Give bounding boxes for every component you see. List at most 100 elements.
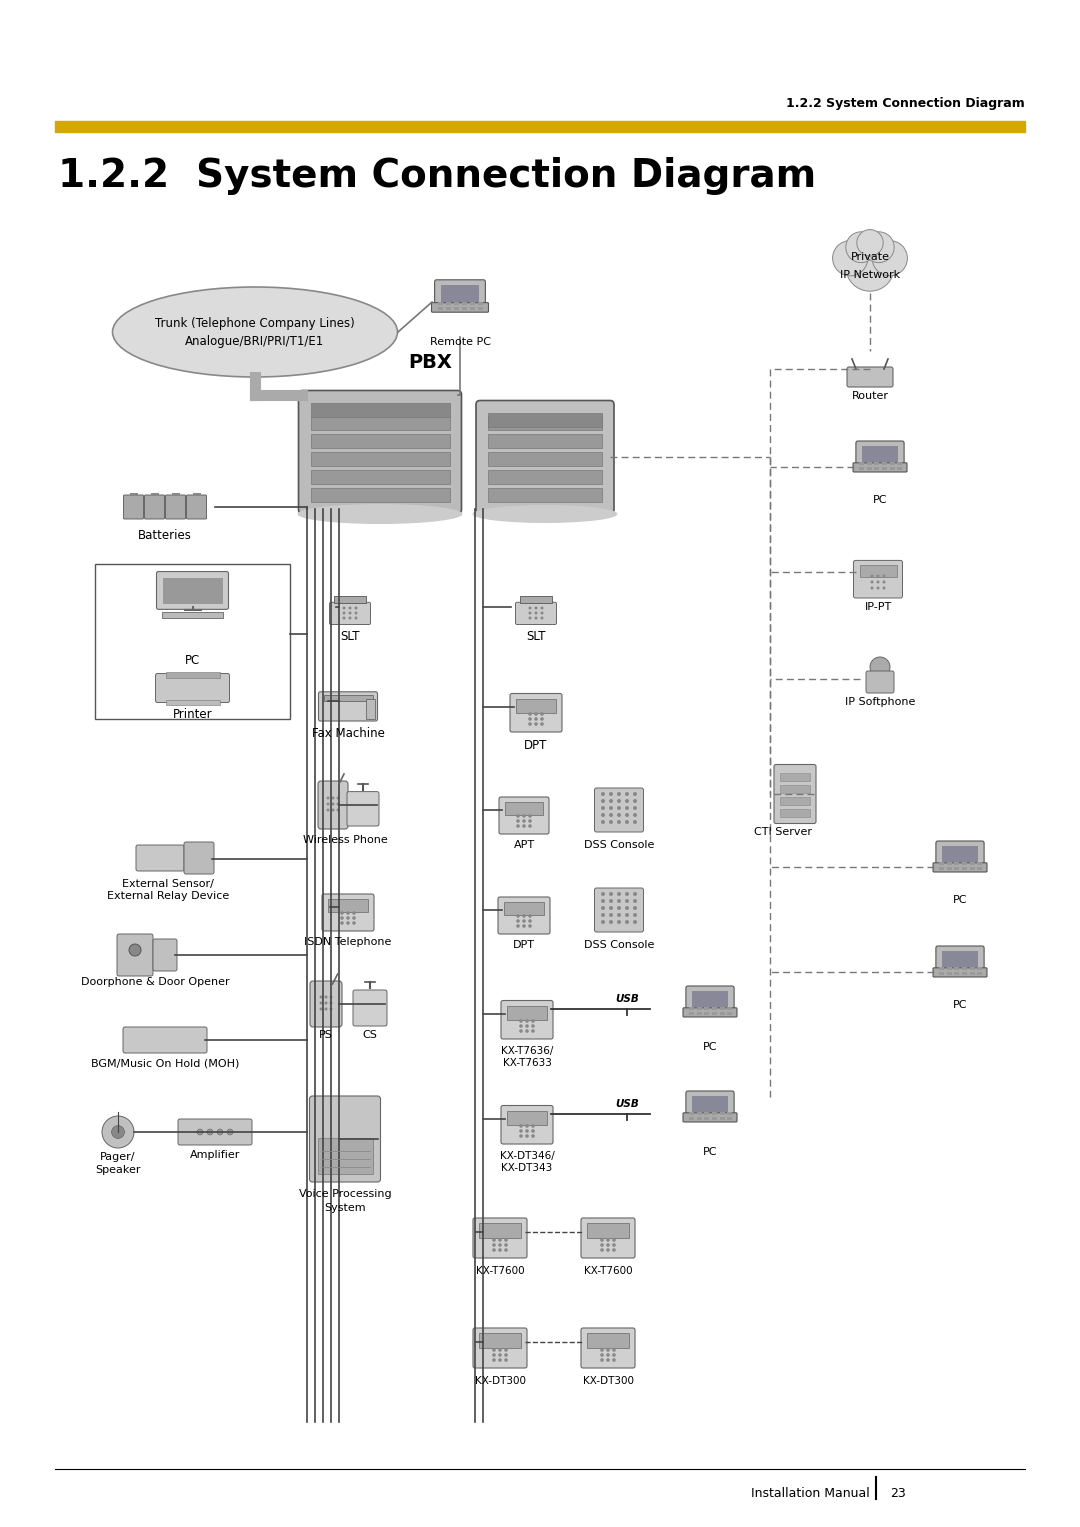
Bar — [334, 596, 366, 603]
Circle shape — [540, 617, 543, 620]
Circle shape — [609, 812, 613, 817]
Circle shape — [535, 617, 538, 620]
Bar — [970, 973, 974, 976]
Circle shape — [498, 1238, 502, 1241]
Circle shape — [326, 803, 329, 806]
Circle shape — [625, 793, 629, 796]
Circle shape — [523, 814, 526, 818]
Circle shape — [617, 799, 621, 803]
Text: System: System — [324, 1203, 366, 1212]
Bar — [311, 403, 449, 417]
Bar — [162, 611, 224, 618]
Circle shape — [617, 812, 621, 817]
Text: Batteries: Batteries — [138, 528, 192, 542]
Text: Voice Processing: Voice Processing — [299, 1190, 391, 1199]
Circle shape — [324, 1008, 327, 1011]
Bar — [689, 1012, 694, 1015]
Text: Doorphone & Door Opener: Doorphone & Door Opener — [81, 977, 229, 986]
FancyBboxPatch shape — [594, 788, 644, 832]
Circle shape — [606, 1353, 610, 1358]
Circle shape — [528, 915, 531, 918]
Circle shape — [320, 996, 323, 999]
Circle shape — [329, 996, 333, 999]
Circle shape — [870, 586, 874, 589]
Circle shape — [523, 915, 526, 918]
FancyBboxPatch shape — [157, 571, 229, 609]
Bar — [172, 493, 179, 496]
Circle shape — [337, 803, 339, 806]
Circle shape — [609, 913, 613, 918]
Circle shape — [540, 611, 543, 614]
Circle shape — [504, 1353, 508, 1358]
Circle shape — [492, 1243, 496, 1248]
Circle shape — [877, 586, 879, 589]
FancyBboxPatch shape — [501, 1106, 553, 1144]
Text: Router: Router — [851, 391, 889, 402]
Circle shape — [523, 818, 526, 823]
Circle shape — [516, 915, 519, 918]
Circle shape — [609, 799, 613, 803]
Bar — [689, 1112, 694, 1115]
Circle shape — [516, 825, 519, 828]
Bar — [311, 487, 449, 501]
FancyBboxPatch shape — [476, 400, 615, 513]
Circle shape — [606, 1358, 610, 1362]
Circle shape — [633, 906, 637, 910]
Circle shape — [600, 1243, 604, 1248]
Circle shape — [531, 1019, 535, 1023]
Circle shape — [531, 1025, 535, 1028]
Bar — [697, 1112, 702, 1115]
Circle shape — [519, 1019, 523, 1023]
FancyBboxPatch shape — [298, 391, 461, 513]
Bar — [437, 307, 443, 310]
Circle shape — [516, 924, 519, 928]
Bar — [505, 802, 543, 815]
FancyBboxPatch shape — [310, 980, 342, 1028]
Circle shape — [516, 814, 519, 818]
FancyBboxPatch shape — [123, 495, 144, 519]
Circle shape — [329, 1008, 333, 1011]
FancyBboxPatch shape — [581, 1328, 635, 1368]
Circle shape — [519, 1128, 523, 1133]
Text: PBX: PBX — [408, 353, 451, 371]
FancyBboxPatch shape — [686, 986, 734, 1012]
Circle shape — [609, 806, 613, 809]
FancyBboxPatch shape — [855, 441, 904, 467]
Circle shape — [600, 919, 605, 924]
FancyBboxPatch shape — [473, 1328, 527, 1368]
FancyBboxPatch shape — [853, 463, 907, 472]
Circle shape — [504, 1243, 508, 1248]
Bar — [848, 244, 892, 272]
Text: APT: APT — [513, 840, 535, 851]
Circle shape — [633, 820, 637, 825]
Bar — [150, 493, 159, 496]
Bar — [947, 973, 951, 976]
Bar — [890, 463, 894, 466]
Circle shape — [525, 1128, 529, 1133]
Bar — [780, 785, 810, 793]
Circle shape — [504, 1248, 508, 1252]
Circle shape — [617, 793, 621, 796]
Bar — [860, 565, 896, 577]
Circle shape — [352, 916, 355, 919]
Bar — [95, 563, 291, 719]
Bar — [454, 302, 459, 305]
Text: CTI Server: CTI Server — [754, 828, 812, 837]
Text: External Relay Device: External Relay Device — [107, 890, 229, 901]
Circle shape — [519, 1029, 523, 1032]
Bar — [311, 415, 449, 429]
Bar — [488, 415, 602, 429]
Circle shape — [525, 1025, 529, 1028]
Bar — [470, 302, 475, 305]
Circle shape — [633, 793, 637, 796]
Circle shape — [535, 611, 538, 614]
Circle shape — [525, 1124, 529, 1128]
Bar — [780, 797, 810, 805]
Circle shape — [600, 1238, 604, 1241]
Circle shape — [600, 899, 605, 902]
Bar — [165, 672, 219, 678]
Text: Analogue/BRI/PRI/T1/E1: Analogue/BRI/PRI/T1/E1 — [186, 336, 325, 348]
Circle shape — [111, 1125, 124, 1139]
Circle shape — [846, 243, 894, 292]
Circle shape — [612, 1353, 616, 1358]
